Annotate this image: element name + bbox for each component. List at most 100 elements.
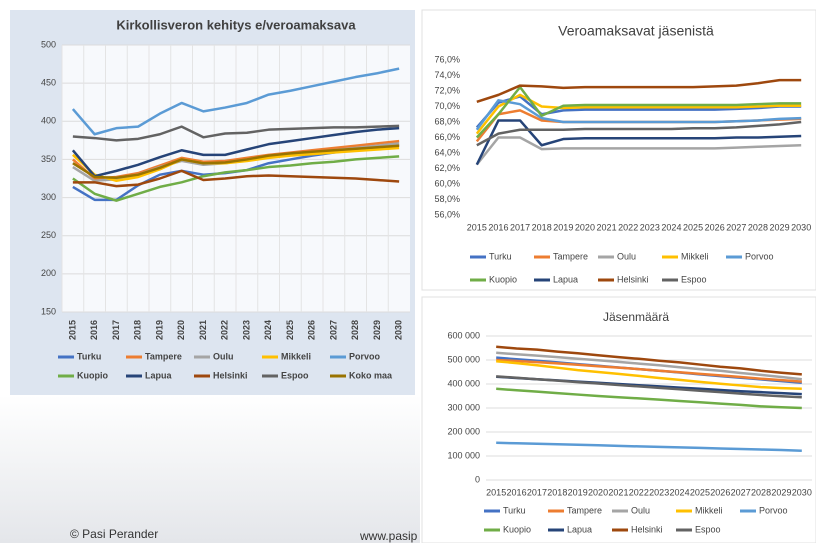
x-tick-label: 2021 (198, 320, 208, 340)
y-tick-label: 250 (41, 230, 56, 240)
series-line (496, 351, 802, 381)
x-tick-label: 2028 (751, 487, 771, 497)
x-tick-label: 2024 (670, 487, 690, 497)
x-tick-label: 2025 (690, 487, 710, 497)
chart-title: Veroamaksavat jäsenistä (558, 23, 714, 39)
x-tick-label: 2027 (731, 487, 751, 497)
y-tick-label: 150 (41, 306, 56, 316)
y-tick-label: 68,0% (434, 116, 460, 126)
legend-label: Lapua (567, 524, 592, 534)
x-tick-label: 2016 (488, 222, 508, 232)
x-tick-label: 2025 (683, 222, 703, 232)
x-tick-label: 2021 (597, 222, 617, 232)
x-tick-label: 2024 (263, 320, 273, 340)
y-tick-label: 500 000 (447, 354, 480, 364)
y-tick-label: 76,0% (434, 54, 460, 64)
series-line (475, 99, 802, 131)
series-line (71, 67, 400, 136)
y-tick-label: 74,0% (434, 70, 460, 80)
series-line (475, 119, 802, 166)
x-tick-label: 2026 (710, 487, 730, 497)
x-tick-label: 2028 (350, 320, 360, 340)
legend-label: Oulu (213, 351, 234, 361)
legend-label: Espoo (695, 524, 721, 534)
legend-label: Helsinki (617, 274, 649, 284)
y-tick-label: 200 000 (447, 426, 480, 436)
y-tick-label: 60,0% (434, 178, 460, 188)
x-tick-label: 2026 (307, 320, 317, 340)
x-tick-label: 2027 (328, 320, 338, 340)
x-tick-label: 2022 (220, 320, 230, 340)
legend-label: Turku (489, 251, 512, 261)
x-tick-label: 2015 (486, 487, 506, 497)
chart-panel (421, 296, 816, 543)
y-tick-label: 400 000 (447, 378, 480, 388)
series-line (72, 124, 400, 142)
x-tick-label: 2020 (575, 222, 595, 232)
x-tick-label: 2027 (726, 222, 746, 232)
x-tick-label: 2016 (507, 487, 527, 497)
y-tick-label: 500 (41, 39, 56, 49)
x-tick-label: 2018 (133, 320, 143, 340)
y-tick-label: 450 (41, 78, 56, 88)
legend-label: Lapua (553, 274, 578, 284)
x-tick-label: 2020 (176, 320, 186, 340)
x-tick-label: 2021 (608, 487, 628, 497)
x-tick-label: 2016 (89, 320, 99, 340)
x-tick-label: 2030 (792, 487, 812, 497)
x-tick-label: 2029 (770, 222, 790, 232)
series-line (476, 120, 802, 147)
x-tick-label: 2017 (111, 320, 121, 340)
y-tick-label: 64,0% (434, 147, 460, 157)
x-tick-label: 2020 (588, 487, 608, 497)
x-tick-label: 2025 (285, 320, 295, 340)
legend-label: Turku (503, 505, 526, 515)
footer-text: www.pasip (359, 529, 418, 543)
series-line (496, 358, 802, 383)
legend-label: Tampere (145, 351, 182, 361)
legend-label: Mikkeli (695, 505, 723, 515)
y-tick-label: 72,0% (434, 85, 460, 95)
legend-label: Koko maa (349, 370, 393, 380)
legend-label: Lapua (145, 370, 172, 380)
x-tick-label: 2030 (394, 320, 404, 340)
footer-text: © Pasi Perander (70, 527, 158, 541)
legend-label: Mikkeli (281, 351, 311, 361)
x-tick-label: 2017 (527, 487, 547, 497)
series-line (72, 144, 400, 179)
legend-label: Helsinki (213, 370, 248, 380)
x-tick-label: 2015 (67, 320, 77, 340)
legend-label: Porvoo (745, 251, 774, 261)
x-tick-label: 2019 (553, 222, 573, 232)
series-line (496, 387, 802, 410)
y-tick-label: 200 (41, 268, 56, 278)
x-tick-label: 2026 (705, 222, 725, 232)
series-line (496, 359, 802, 391)
series-line (496, 375, 802, 399)
x-tick-label: 2015 (467, 222, 487, 232)
x-tick-label: 2022 (618, 222, 638, 232)
series-line (475, 85, 802, 139)
y-tick-label: 58,0% (434, 194, 460, 204)
y-tick-label: 350 (41, 154, 56, 164)
legend-label: Kuopio (503, 524, 531, 534)
x-tick-label: 2019 (154, 320, 164, 340)
legend-label: Mikkeli (681, 251, 709, 261)
y-tick-label: 66,0% (434, 132, 460, 142)
chart-title: Jäsenmäärä (603, 310, 669, 324)
y-tick-label: 300 (41, 192, 56, 202)
legend-label: Tampere (553, 251, 588, 261)
legend-label: Oulu (617, 251, 636, 261)
chart-title: Kirkollisveron kehitys e/veroamaksava (116, 17, 356, 32)
legend-label: Kuopio (77, 370, 108, 380)
x-tick-label: 2022 (629, 487, 649, 497)
x-tick-label: 2029 (771, 487, 791, 497)
x-tick-label: 2023 (649, 487, 669, 497)
legend-label: Porvoo (349, 351, 381, 361)
legend-label: Tampere (567, 505, 602, 515)
x-tick-label: 2028 (748, 222, 768, 232)
x-tick-label: 2018 (547, 487, 567, 497)
y-tick-label: 300 000 (447, 402, 480, 412)
series-line (496, 441, 802, 452)
